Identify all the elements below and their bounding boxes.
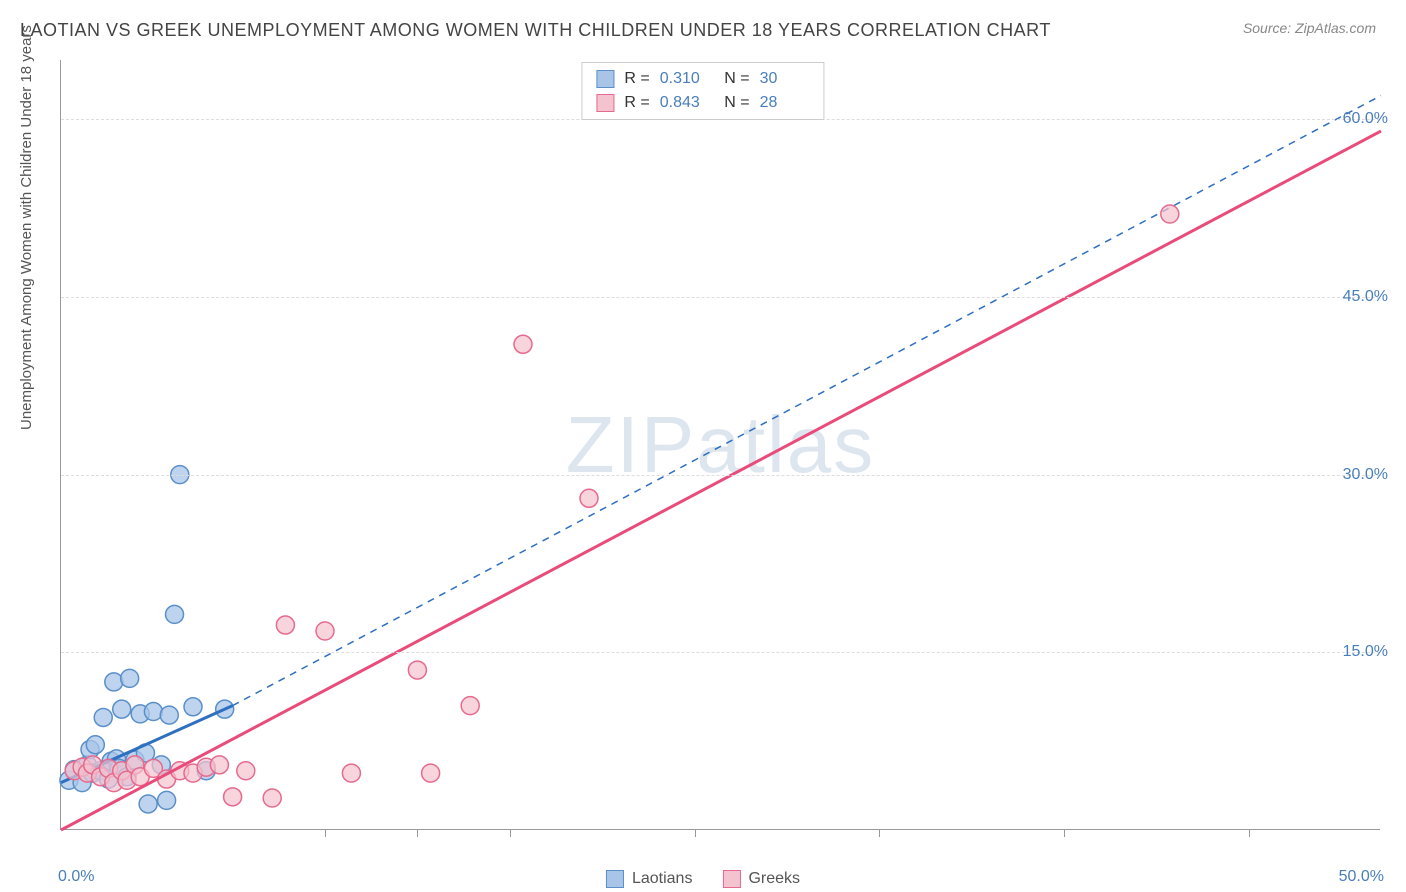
legend-stats-row: R = 0.310 N = 30 <box>596 67 809 91</box>
x-tick-mark <box>510 829 511 837</box>
legend-n-value: 30 <box>760 67 810 91</box>
y-tick-label: 15.0% <box>1343 643 1388 661</box>
x-tick-mark <box>879 829 880 837</box>
y-tick-label: 30.0% <box>1343 466 1388 484</box>
x-tick-mark <box>417 829 418 837</box>
legend-swatch <box>596 70 614 88</box>
legend-n-label: N = <box>720 67 750 91</box>
scatter-point <box>461 697 479 715</box>
legend-item: Laotians <box>606 870 693 888</box>
legend-stats-row: R = 0.843 N = 28 <box>596 91 809 115</box>
scatter-point <box>94 708 112 726</box>
x-tick-max: 50.0% <box>1339 868 1384 886</box>
legend-r-value: 0.843 <box>660 91 710 115</box>
scatter-point <box>121 669 139 687</box>
x-tick-mark <box>695 829 696 837</box>
gridline-horizontal <box>61 475 1380 476</box>
plot-area: ZIPatlas <box>60 60 1380 830</box>
scatter-point <box>224 788 242 806</box>
scatter-point <box>342 764 360 782</box>
x-tick-mark <box>325 829 326 837</box>
source-credit: Source: ZipAtlas.com <box>1243 20 1376 36</box>
scatter-point <box>580 489 598 507</box>
scatter-point <box>158 791 176 809</box>
legend-n-value: 28 <box>760 91 810 115</box>
legend-swatch <box>596 94 614 112</box>
y-axis-label: Unemployment Among Women with Children U… <box>18 25 35 430</box>
x-tick-mark <box>1064 829 1065 837</box>
legend-swatch <box>606 870 624 888</box>
scatter-point <box>86 736 104 754</box>
scatter-point <box>113 700 131 718</box>
scatter-point <box>408 661 426 679</box>
scatter-point <box>1161 205 1179 223</box>
scatter-point <box>144 703 162 721</box>
y-tick-label: 60.0% <box>1343 110 1388 128</box>
scatter-point <box>237 762 255 780</box>
legend-item-label: Laotians <box>632 870 693 888</box>
regression-line-dashed <box>233 96 1381 706</box>
y-tick-label: 45.0% <box>1343 288 1388 306</box>
legend-n-label: N = <box>720 91 750 115</box>
x-tick-mark <box>1249 829 1250 837</box>
legend-swatch <box>722 870 740 888</box>
legend-item: Greeks <box>722 870 800 888</box>
legend-bottom: Laotians Greeks <box>606 870 800 888</box>
legend-item-label: Greeks <box>748 870 800 888</box>
scatter-point <box>276 616 294 634</box>
legend-r-label: R = <box>624 67 649 91</box>
scatter-point <box>210 756 228 774</box>
legend-stats-box: R = 0.310 N = 30 R = 0.843 N = 28 <box>581 62 824 120</box>
scatter-point <box>422 764 440 782</box>
scatter-point <box>166 605 184 623</box>
scatter-point <box>514 335 532 353</box>
x-tick-origin: 0.0% <box>58 868 94 886</box>
scatter-point <box>263 789 281 807</box>
gridline-horizontal <box>61 297 1380 298</box>
scatter-point <box>316 622 334 640</box>
scatter-point <box>139 795 157 813</box>
scatter-point <box>105 673 123 691</box>
legend-r-value: 0.310 <box>660 67 710 91</box>
scatter-point <box>160 706 178 724</box>
regression-line <box>61 131 1381 830</box>
gridline-horizontal <box>61 652 1380 653</box>
chart-svg <box>61 60 1380 829</box>
legend-r-label: R = <box>624 91 649 115</box>
chart-title: LAOTIAN VS GREEK UNEMPLOYMENT AMONG WOME… <box>20 20 1051 41</box>
scatter-point <box>184 698 202 716</box>
